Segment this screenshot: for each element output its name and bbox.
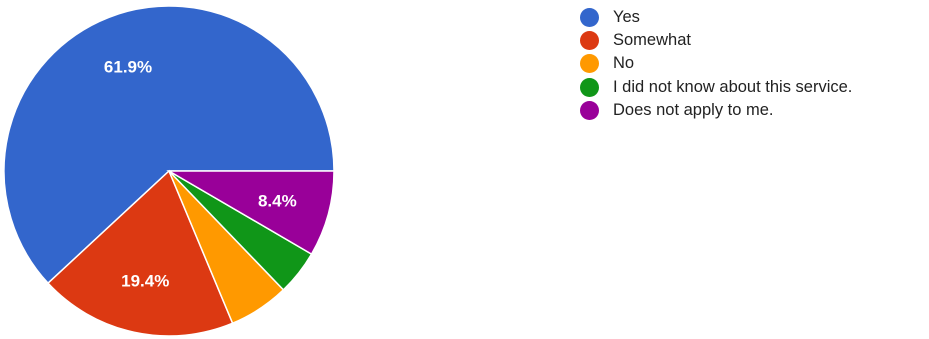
legend-swatch-icon <box>580 100 599 120</box>
legend-swatch-icon <box>580 8 599 28</box>
pie-slice-4[interactable] <box>166 170 335 256</box>
legend-label: No <box>613 54 635 73</box>
legend-item-0[interactable]: Yes <box>580 6 852 29</box>
legend-swatch-icon <box>580 54 599 74</box>
slice-data-label-1: 19.4% <box>121 272 169 291</box>
legend-swatch-icon <box>580 77 599 97</box>
slice-data-label-0: 61.9% <box>104 58 152 77</box>
legend-label: I did not know about this service. <box>613 77 853 96</box>
legend-swatch-icon <box>580 31 599 51</box>
legend-label: Does not apply to me. <box>613 100 774 119</box>
chart-legend: Yes Somewhat No I did not know about this s… <box>580 6 852 122</box>
legend-item-1[interactable]: Somewhat <box>580 29 852 52</box>
pie-chart: 61.9% 19.4% 8.4% <box>3 5 335 337</box>
pie-slice-0[interactable] <box>3 5 335 285</box>
legend-item-3[interactable]: I did not know about this service. <box>580 76 852 99</box>
legend-item-2[interactable]: No <box>580 52 852 75</box>
pie-slice-1[interactable] <box>46 169 234 337</box>
legend-item-4[interactable]: Does not apply to me. <box>580 99 852 122</box>
legend-label: Somewhat <box>613 31 691 50</box>
legend-label: Yes <box>613 8 640 27</box>
slice-data-label-4: 8.4% <box>258 191 297 210</box>
